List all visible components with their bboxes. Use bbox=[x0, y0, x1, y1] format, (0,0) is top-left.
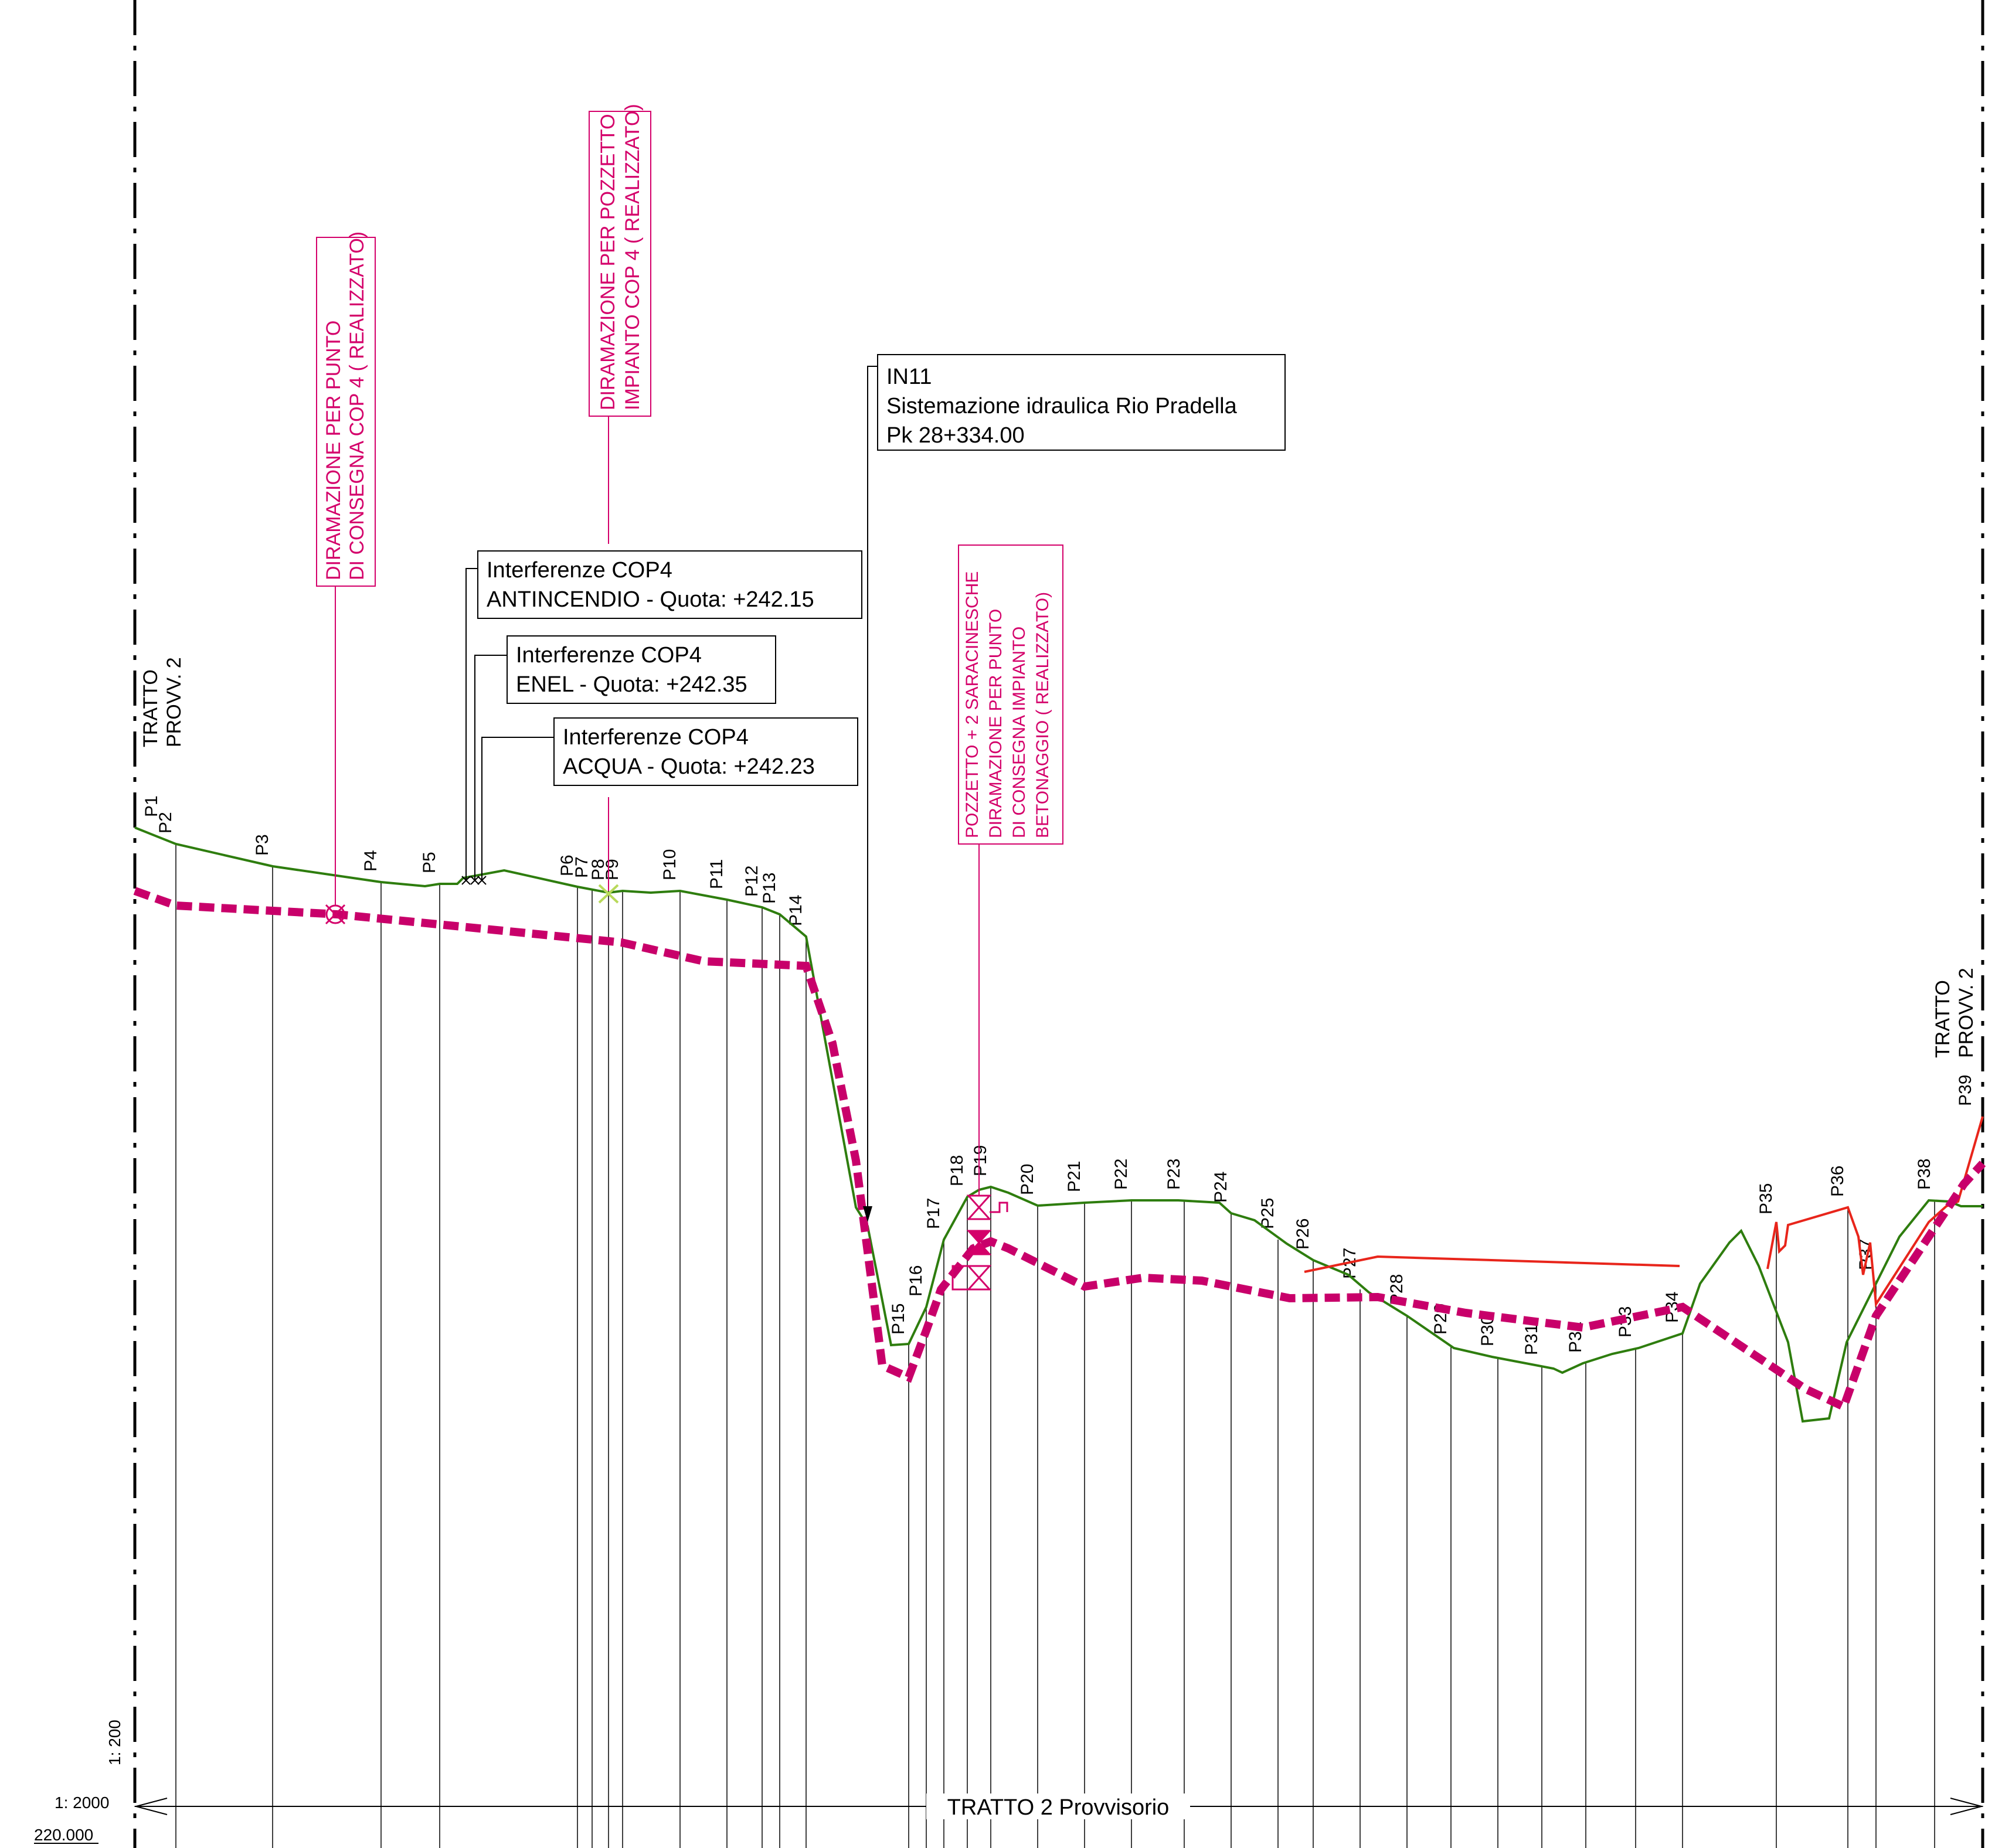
horizontal-scale: 1: 2000 bbox=[55, 1793, 109, 1812]
station-label-p13: P13 bbox=[760, 873, 779, 904]
section-label-right-2: PROVV. 2 bbox=[1955, 968, 1977, 1058]
interference-markers bbox=[461, 876, 487, 885]
existing-profile-segment-2 bbox=[1766, 1116, 1984, 1308]
station-label-p24: P24 bbox=[1211, 1172, 1231, 1203]
station-label-p2: P2 bbox=[156, 812, 175, 833]
svg-text:DIRAMAZIONE PER PUNTO: DIRAMAZIONE PER PUNTO bbox=[322, 321, 345, 580]
gate-valve-icon bbox=[951, 1194, 1008, 1291]
station-label-p22: P22 bbox=[1112, 1159, 1131, 1190]
station-label-p12: P12 bbox=[742, 866, 762, 897]
svg-text:IN11: IN11 bbox=[886, 365, 932, 389]
station-label-p21: P21 bbox=[1065, 1161, 1084, 1192]
branch-point-icon bbox=[598, 884, 619, 904]
station-label-p19: P19 bbox=[971, 1145, 990, 1176]
station-label-p38: P38 bbox=[1915, 1159, 1934, 1190]
datum-elevation: 220.000 bbox=[34, 1826, 93, 1844]
station-label-p20: P20 bbox=[1018, 1164, 1037, 1195]
station-label-p9: P9 bbox=[603, 859, 622, 880]
callout-in11: IN11 Sistemazione idraulica Rio Pradella… bbox=[863, 354, 1286, 1222]
svg-text:ACQUA - Quota: +242.23: ACQUA - Quota: +242.23 bbox=[563, 754, 815, 779]
section-label-left-1: TRATTO bbox=[140, 669, 162, 747]
section-arrow-right bbox=[1950, 1798, 1984, 1815]
section-arrow-left bbox=[134, 1798, 168, 1815]
station-label-p14: P14 bbox=[786, 895, 806, 926]
station-label-p6: P6 bbox=[558, 855, 577, 876]
svg-text:Pk 28+334.00: Pk 28+334.00 bbox=[886, 423, 1025, 448]
station-label-p4: P4 bbox=[361, 850, 380, 872]
station-label-p23: P23 bbox=[1164, 1159, 1184, 1190]
svg-text:Interferenze COP4: Interferenze COP4 bbox=[563, 725, 749, 750]
annotation-diramazione-pozzetto: DIRAMAZIONE PER POZZETTO IMPIANTO COP 4 … bbox=[589, 104, 651, 904]
pipe-profile bbox=[133, 887, 1986, 1413]
station-label-p10: P10 bbox=[660, 849, 679, 880]
station-label-p17: P17 bbox=[924, 1198, 943, 1229]
annotation-diramazione-consegna: DIRAMAZIONE PER PUNTO DI CONSEGNA COP 4 … bbox=[316, 232, 376, 925]
svg-text:IMPIANTO COP 4 ( REALIZZATO): IMPIANTO COP 4 ( REALIZZATO) bbox=[621, 104, 644, 410]
callout-enel: Interferenze COP4 ENEL - Quota: +242.35 bbox=[474, 635, 776, 880]
station-label-p7: P7 bbox=[572, 856, 592, 878]
svg-text:Sistemazione idraulica Rio Pra: Sistemazione idraulica Rio Pradella bbox=[886, 394, 1238, 418]
station-label-p26: P26 bbox=[1293, 1219, 1313, 1250]
vertical-scale: 1: 200 bbox=[106, 1720, 124, 1765]
callout-antincendio: Interferenze COP4 ANTINCENDIO - Quota: +… bbox=[465, 550, 862, 880]
station-label-p1: P1 bbox=[142, 795, 161, 817]
svg-text:DI CONSEGNA IMPIANTO: DI CONSEGNA IMPIANTO bbox=[1010, 627, 1029, 838]
station-label-p31: P31 bbox=[1522, 1324, 1541, 1355]
svg-text:DI CONSEGNA COP 4 ( REALIZZATO: DI CONSEGNA COP 4 ( REALIZZATO) bbox=[346, 232, 368, 580]
branch-marker-icon bbox=[325, 904, 345, 924]
svg-text:DIRAMAZIONE PER PUNTO: DIRAMAZIONE PER PUNTO bbox=[986, 609, 1005, 838]
svg-text:BETONAGGIO ( REALIZZATO): BETONAGGIO ( REALIZZATO) bbox=[1033, 592, 1052, 838]
station-label-p15: P15 bbox=[889, 1304, 908, 1335]
existing-profile bbox=[1304, 1255, 1680, 1273]
station-label-p5: P5 bbox=[420, 852, 439, 873]
station-label-p39: P39 bbox=[1956, 1075, 1975, 1106]
svg-text:ANTINCENDIO - Quota: +242.15: ANTINCENDIO - Quota: +242.15 bbox=[487, 587, 814, 612]
svg-text:DIRAMAZIONE PER POZZETTO: DIRAMAZIONE PER POZZETTO bbox=[597, 114, 619, 410]
svg-text:Interferenze COP4: Interferenze COP4 bbox=[487, 558, 672, 583]
station-label-p18: P18 bbox=[947, 1155, 967, 1186]
station-label-p8: P8 bbox=[589, 859, 608, 880]
station-label-p35: P35 bbox=[1756, 1183, 1776, 1214]
station-label-p3: P3 bbox=[253, 834, 272, 856]
station-label-p36: P36 bbox=[1828, 1166, 1847, 1197]
annotation-pozzetto-saracinesche: POZZETTO + 2 SARACINESCHE DIRAMAZIONE PE… bbox=[951, 544, 1063, 1291]
svg-text:ENEL - Quota: +242.35: ENEL - Quota: +242.35 bbox=[516, 672, 747, 697]
section-label-right-1: TRATTO bbox=[1932, 980, 1954, 1058]
station-label-p11: P11 bbox=[707, 859, 726, 889]
svg-text:Interferenze COP4: Interferenze COP4 bbox=[516, 643, 702, 668]
ground-profile bbox=[134, 826, 1983, 1423]
station-label-p30: P30 bbox=[1478, 1315, 1497, 1346]
station-label-p16: P16 bbox=[906, 1265, 926, 1296]
section-label-left-2: PROVV. 2 bbox=[163, 657, 185, 747]
svg-text:POZZETTO + 2 SARACINESCHE: POZZETTO + 2 SARACINESCHE bbox=[963, 571, 982, 838]
callout-acqua: Interferenze COP4 ACQUA - Quota: +242.23 bbox=[481, 717, 858, 880]
section-title: TRATTO 2 Provvisorio bbox=[947, 1795, 1170, 1820]
